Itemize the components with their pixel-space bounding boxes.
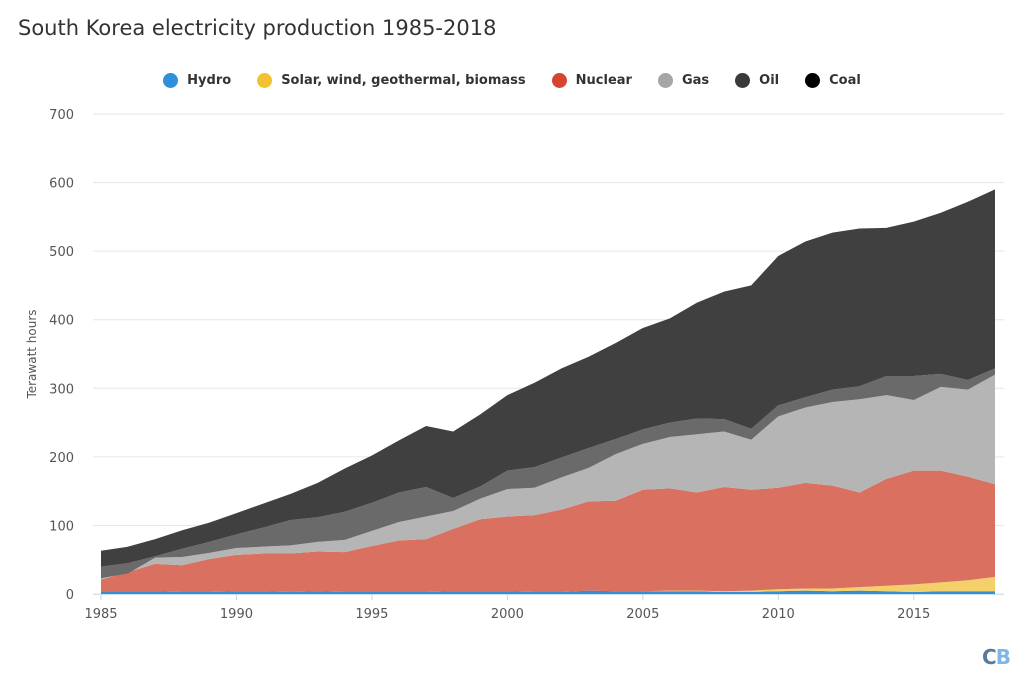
x-tick-label: 2015 bbox=[897, 607, 930, 622]
legend-item-hydro[interactable]: Hydro bbox=[163, 73, 231, 88]
y-axis-label: Terawatt hours bbox=[25, 309, 39, 399]
area-solar-wind-geothermal-biomass[interactable] bbox=[101, 576, 995, 592]
x-tick-label: 1995 bbox=[355, 607, 388, 622]
y-tick-label: 0 bbox=[66, 588, 74, 603]
logo-c: C bbox=[982, 645, 997, 669]
legend-dot-nuclear bbox=[551, 73, 567, 88]
legend-item-coal[interactable]: Coal bbox=[805, 73, 861, 88]
x-tick-label: 1990 bbox=[220, 607, 253, 622]
x-tick-label: 2000 bbox=[491, 607, 524, 622]
y-axis: 0 100 200 300 400 500 600 700 bbox=[49, 108, 74, 603]
legend-dot-renewables bbox=[257, 73, 273, 88]
legend-label-gas: Gas bbox=[681, 73, 710, 88]
y-tick-label: 100 bbox=[49, 519, 74, 534]
area-oil[interactable] bbox=[101, 368, 995, 579]
legend-dot-hydro bbox=[163, 73, 179, 88]
chart-title: South Korea electricity production 1985-… bbox=[18, 16, 497, 40]
y-tick-label: 400 bbox=[49, 314, 74, 329]
x-tick-label: 1985 bbox=[84, 607, 117, 622]
y-tick-label: 500 bbox=[49, 245, 74, 260]
area-nuclear[interactable] bbox=[101, 470, 995, 592]
legend-dot-gas bbox=[657, 73, 673, 88]
y-tick-label: 200 bbox=[49, 451, 74, 466]
legend-label-oil: Oil bbox=[759, 73, 780, 88]
area-hydro[interactable] bbox=[101, 590, 995, 594]
legend-label-nuclear: Nuclear bbox=[575, 73, 632, 88]
legend-item-renewables[interactable]: Solar, wind, geothermal, biomass bbox=[257, 73, 526, 88]
x-tick-label: 2005 bbox=[626, 607, 659, 622]
x-tick-label: 2010 bbox=[762, 607, 795, 622]
legend: Hydro Solar, wind, geothermal, biomass N… bbox=[0, 73, 1024, 88]
area-coal[interactable] bbox=[101, 189, 995, 567]
area-gas[interactable] bbox=[101, 374, 995, 580]
legend-item-gas[interactable]: Gas bbox=[657, 73, 710, 88]
legend-dot-oil bbox=[735, 73, 751, 88]
legend-label-renewables: Solar, wind, geothermal, biomass bbox=[281, 73, 526, 88]
legend-dot-coal bbox=[805, 73, 821, 88]
y-tick-label: 700 bbox=[49, 108, 74, 123]
legend-item-oil[interactable]: Oil bbox=[735, 73, 779, 88]
legend-label-hydro: Hydro bbox=[187, 73, 232, 88]
y-tick-label: 600 bbox=[49, 177, 74, 192]
y-tick-label: 300 bbox=[49, 382, 74, 397]
x-axis: 1985 1990 1995 2000 2005 2010 2015 bbox=[84, 594, 1004, 622]
carbon-brief-logo: CB bbox=[982, 645, 1011, 669]
legend-item-nuclear[interactable]: Nuclear bbox=[551, 73, 632, 88]
legend-label-coal: Coal bbox=[829, 73, 861, 88]
stacked-areas bbox=[101, 189, 995, 594]
logo-b: B bbox=[995, 645, 1011, 669]
